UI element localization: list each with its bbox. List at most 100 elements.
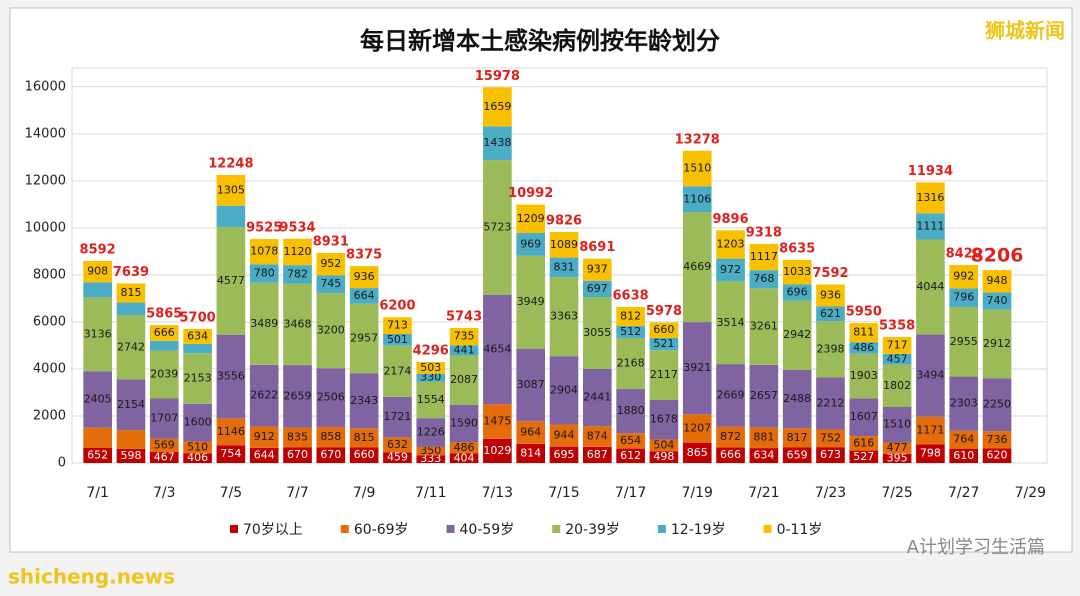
bar-segment (849, 323, 879, 343)
bar-segment (616, 448, 645, 463)
data-label: 812 (620, 309, 641, 322)
data-label: 477 (887, 441, 908, 454)
bar-segment (916, 239, 945, 335)
data-label: 3200 (317, 324, 345, 337)
bar-segment (749, 270, 779, 289)
data-label: 1226 (417, 426, 445, 439)
data-label: 2398 (816, 342, 844, 355)
bar-segment (83, 371, 112, 428)
brand: 狮城新闻 (985, 19, 1065, 43)
bar-segment (916, 182, 945, 214)
data-label: 4044 (916, 280, 944, 293)
x-tick-label: 7/15 (548, 485, 579, 501)
data-label: 652 (87, 448, 108, 461)
bar-segment (816, 284, 845, 307)
data-label: 406 (187, 451, 208, 464)
total-label: 12248 (208, 157, 253, 172)
total-label: 5700 (179, 310, 215, 325)
legend-label: 60-69岁 (354, 522, 409, 538)
bar-segment (816, 306, 845, 322)
data-label: 1078 (250, 245, 278, 258)
data-label: 498 (653, 450, 674, 463)
data-label: 621 (820, 307, 841, 320)
data-label: 598 (120, 449, 141, 462)
bar-segment (216, 334, 246, 419)
data-label: 752 (820, 431, 841, 444)
data-label: 798 (920, 447, 941, 460)
data-label: 620 (987, 449, 1008, 462)
bar-segment (449, 404, 479, 443)
bar-segment (949, 265, 979, 289)
data-label: 2955 (950, 335, 978, 348)
bar-segment (916, 444, 945, 463)
data-label: 992 (953, 270, 974, 283)
bar-segment (982, 448, 1012, 463)
bar-segment (582, 258, 612, 281)
bar-segment (249, 447, 279, 463)
total-label: 8691 (579, 240, 615, 255)
data-label: 350 (420, 444, 441, 457)
x-tick-label: 7/7 (286, 485, 309, 501)
bar-segment (849, 436, 879, 451)
data-label: 3468 (284, 317, 312, 330)
data-label: 972 (720, 263, 741, 276)
data-label: 735 (454, 330, 475, 343)
bar-segment (216, 418, 246, 446)
data-label: 1475 (483, 414, 511, 427)
bar-segment (449, 327, 479, 346)
total-label: 15978 (475, 69, 520, 84)
bar-segment (782, 369, 812, 429)
data-label: 666 (154, 326, 175, 339)
bar-segment (782, 259, 812, 285)
bar-segment (416, 418, 446, 447)
bar-segment (882, 442, 912, 454)
bar-segment (383, 333, 412, 346)
data-label: 796 (953, 291, 974, 304)
bar-segment (483, 87, 512, 127)
data-label: 616 (853, 436, 874, 449)
data-label: 1089 (550, 238, 578, 251)
bar-segment (582, 446, 612, 463)
data-label: 512 (620, 325, 641, 338)
bar-segment (716, 258, 745, 282)
data-label: 768 (753, 272, 774, 285)
data-label: 330 (420, 371, 441, 384)
legend-label: 20-39岁 (565, 522, 620, 538)
data-label: 2117 (650, 368, 678, 381)
total-label: 8420 (946, 247, 982, 262)
data-label: 2174 (383, 364, 411, 377)
data-label: 2742 (117, 340, 145, 353)
x-tick-label: 7/21 (748, 485, 779, 501)
bar-segment (349, 373, 379, 429)
data-label: 835 (287, 430, 308, 443)
data-label: 1209 (517, 212, 545, 225)
y-tick-label: 14000 (25, 126, 66, 141)
data-label: 881 (753, 431, 774, 444)
x-tick-label: 7/3 (153, 485, 176, 501)
bar-segment (349, 303, 379, 374)
data-label: 2154 (117, 398, 145, 411)
bar-segment (949, 307, 979, 377)
bar-segment (383, 345, 412, 397)
data-label: 1510 (683, 162, 711, 175)
bar-segment (449, 355, 479, 405)
total-label: 6638 (613, 288, 649, 303)
bar-segment (716, 281, 745, 365)
bar-segment (649, 399, 679, 440)
bar-segment (383, 396, 412, 438)
bar-segment (416, 381, 446, 419)
bar-segment (416, 373, 446, 382)
legend-label: 70岁以上 (243, 522, 303, 538)
data-label: 831 (554, 260, 575, 273)
data-label: 1590 (450, 416, 478, 429)
data-label: 1903 (850, 369, 878, 382)
legend-swatch (552, 525, 561, 533)
data-label: 697 (587, 282, 608, 295)
total-label: 6200 (379, 299, 415, 314)
bar-segment (383, 317, 412, 334)
data-label: 467 (154, 451, 175, 464)
bar-segment (516, 348, 546, 422)
total-label: 5865 (146, 307, 182, 322)
bar-segment (649, 350, 679, 400)
data-label: 1721 (383, 410, 411, 423)
